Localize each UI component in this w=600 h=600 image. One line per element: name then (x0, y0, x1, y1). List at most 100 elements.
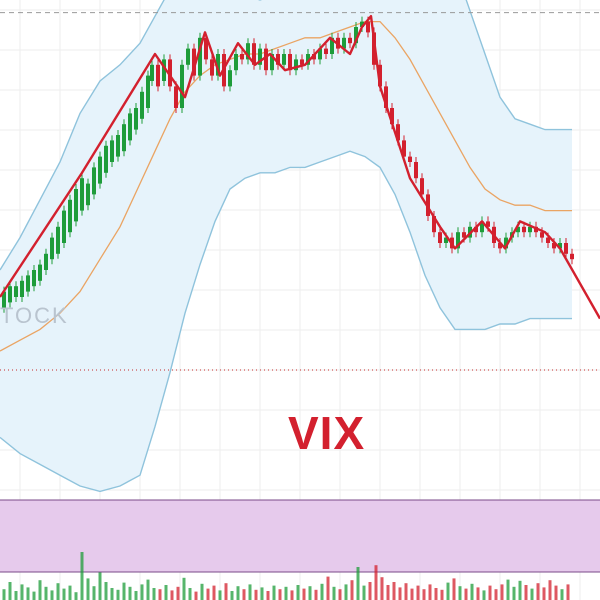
candle-body (26, 275, 30, 292)
volume-bar (548, 580, 552, 600)
candle-body (204, 37, 208, 60)
volume-bar (128, 586, 132, 600)
volume-bar (542, 587, 546, 600)
candle-body (62, 210, 66, 243)
candle-body (32, 270, 36, 287)
volume-bar (176, 586, 180, 600)
lower-band-line (0, 150, 572, 493)
candle-body (228, 70, 232, 87)
volume-bar (452, 578, 456, 600)
candle-body (150, 64, 154, 81)
candle-body (68, 199, 72, 233)
candle-body (276, 54, 280, 65)
volume-bar (344, 584, 348, 600)
candle-body (432, 216, 436, 233)
candle-body (246, 43, 250, 60)
candle-body (156, 64, 160, 87)
volume-bar (56, 583, 60, 600)
volume-bar (44, 586, 48, 600)
volume-panel (0, 499, 600, 573)
volume-bar (338, 589, 342, 600)
candle-body (168, 59, 172, 87)
volume-bar (224, 583, 228, 600)
candle-body (8, 286, 12, 303)
candle-body (2, 291, 6, 308)
candle-body (558, 243, 562, 249)
volume-bar (146, 579, 150, 600)
zigzag-trendline (0, 15, 600, 320)
volume-bar (518, 580, 522, 600)
candle-body (104, 145, 108, 173)
volume-bar (116, 589, 120, 600)
volume-bar (368, 582, 372, 600)
volume-bar (566, 584, 570, 600)
volume-bar (314, 589, 318, 600)
candle-body (288, 54, 292, 71)
volume-bar (326, 576, 330, 600)
volume-bar (404, 583, 408, 600)
volume-bar (50, 590, 54, 600)
volume-bar (68, 585, 72, 600)
volume-bar (236, 586, 240, 600)
candle-body (378, 64, 382, 87)
volume-bar (524, 585, 528, 600)
volume-bar (536, 583, 540, 600)
volume-bar (356, 567, 360, 600)
volume-bar (194, 591, 198, 600)
volume-bar (488, 585, 492, 600)
candle-body (474, 226, 478, 233)
volume-bar (428, 584, 432, 600)
candle-body (258, 48, 262, 65)
candle-body (384, 86, 388, 108)
candle-body (564, 243, 568, 254)
candle-body (146, 75, 150, 108)
volume-bar (260, 587, 264, 600)
volume-bar (122, 582, 126, 600)
volume-bar (62, 588, 66, 600)
candle-body (162, 59, 166, 81)
volume-bar (164, 585, 168, 600)
volume-bar (494, 589, 498, 600)
volume-bar (506, 579, 510, 600)
candle-body (486, 221, 490, 227)
candle-body (456, 232, 460, 249)
candle-body (306, 54, 310, 65)
volume-bar (440, 589, 444, 600)
volume-bar (92, 586, 96, 600)
candle-body (396, 124, 400, 141)
volume-bar (308, 586, 312, 600)
candle-body (282, 54, 286, 65)
volume-bar (230, 591, 234, 600)
candle-body (540, 232, 544, 238)
volume-bar (362, 585, 366, 600)
candle-body (504, 237, 508, 249)
volume-bar (38, 580, 42, 600)
candle-body (116, 135, 120, 157)
candle-body (192, 48, 196, 76)
volume-bar (80, 552, 84, 600)
candle-body (20, 280, 24, 297)
volume-bar (398, 587, 402, 600)
volume-bar (530, 588, 534, 600)
candle-body (216, 54, 220, 76)
candle-body (462, 232, 466, 238)
candle-body (198, 37, 202, 76)
volume-bar (134, 591, 138, 600)
volume-bar (560, 589, 564, 600)
candle-body (546, 237, 550, 243)
candle-body (408, 156, 412, 162)
chart-title: VIX (288, 407, 366, 459)
volume-bar (320, 583, 324, 600)
volume-bar (200, 583, 204, 600)
candle-body (354, 27, 358, 44)
volume-bar (212, 585, 216, 600)
candle-body (480, 221, 484, 233)
volume-bar (98, 572, 102, 600)
candle-body (74, 189, 78, 222)
volume-bar (110, 588, 114, 600)
candle-body (366, 21, 370, 33)
candle-body (402, 140, 406, 157)
volume-bar (386, 585, 390, 600)
candle-body (294, 59, 298, 71)
candle-body (140, 91, 144, 119)
